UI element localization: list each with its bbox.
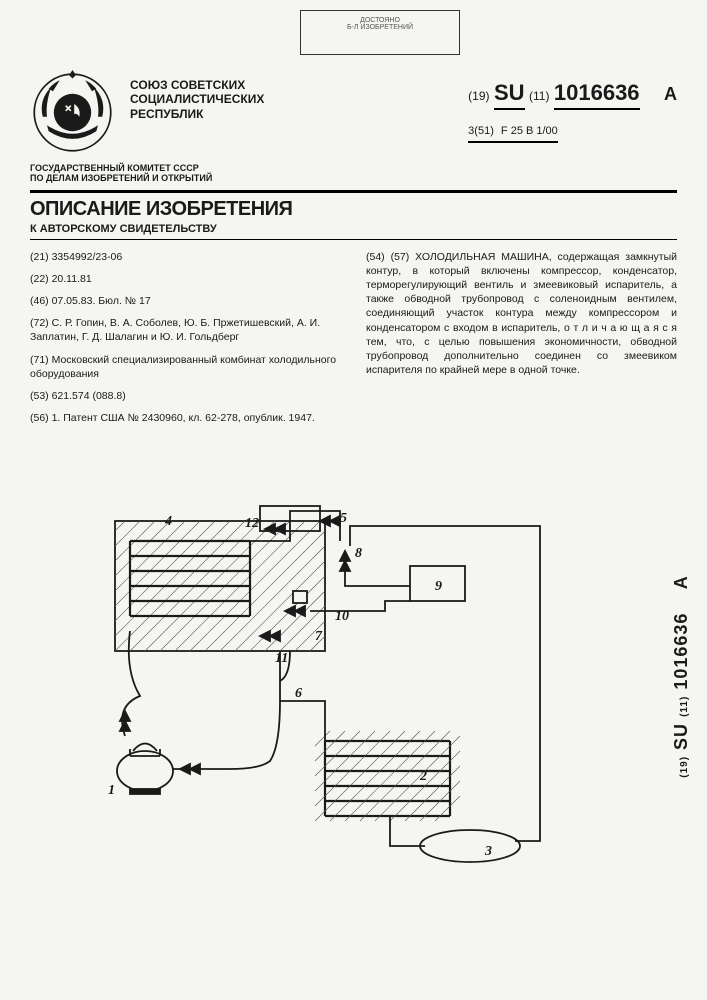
divider xyxy=(30,190,677,193)
pub-suffix: A xyxy=(664,84,677,104)
ipc-classification: 3(51) F 25 B 1/00 xyxy=(468,125,558,143)
pub-country: SU xyxy=(494,80,525,110)
refrigeration-schematic-icon xyxy=(30,451,570,881)
abstract: (54) (57) ХОЛОДИЛЬНАЯ МАШИНА, содержащая… xyxy=(366,250,677,378)
callout-8: 8 xyxy=(355,546,362,562)
field-72: (72) С. Р. Гопин, В. А. Соболев, Ю. Б. П… xyxy=(30,316,341,344)
callout-3: 3 xyxy=(485,844,492,860)
callout-12: 12 xyxy=(245,516,259,532)
stamp-line: Б-Л ИЗОБРЕТЕНИЙ xyxy=(301,24,459,31)
document-header: СОЮЗ СОВЕТСКИХ СОЦИАЛИСТИЧЕСКИХ РЕСПУБЛИ… xyxy=(30,70,677,155)
callout-6: 6 xyxy=(295,686,302,702)
callout-11: 11 xyxy=(275,651,288,667)
callout-10: 10 xyxy=(335,609,349,625)
left-column: (21) 3354992/23-06 (22) 20.11.81 (46) 07… xyxy=(30,250,341,434)
callout-4: 4 xyxy=(165,514,172,530)
side-publication-label: (19) SU (11) 1016636 A xyxy=(672,575,693,778)
callout-2: 2 xyxy=(420,769,427,785)
publication-block: (19) SU (11) 1016636 A 3(51) F 25 B 1/00 xyxy=(468,70,677,143)
union-name: СОЮЗ СОВЕТСКИХ СОЦИАЛИСТИЧЕСКИХ РЕСПУБЛИ… xyxy=(130,70,453,121)
document-subtitle: К АВТОРСКОМУ СВИДЕТЕЛЬСТВУ xyxy=(30,223,677,235)
right-column: (54) (57) ХОЛОДИЛЬНАЯ МАШИНА, содержащая… xyxy=(366,250,677,434)
bibliographic-columns: (21) 3354992/23-06 (22) 20.11.81 (46) 07… xyxy=(30,250,677,434)
field-56: (56) 1. Патент США № 2430960, кл. 62-278… xyxy=(30,411,341,425)
state-emblem-icon xyxy=(30,70,115,155)
callout-1: 1 xyxy=(108,783,115,799)
field-71: (71) Московский специализированный комби… xyxy=(30,353,341,381)
document-title: ОПИСАНИЕ ИЗОБРЕТЕНИЯ xyxy=(30,198,677,221)
header-stamp: ДОСТОЯНО Б-Л ИЗОБРЕТЕНИЙ xyxy=(300,10,460,55)
pub-kind: (11) xyxy=(529,89,549,103)
stamp-line: ДОСТОЯНО xyxy=(301,17,459,24)
committee-name: ГОСУДАРСТВЕННЫЙ КОМИТЕТ СССР ПО ДЕЛАМ ИЗ… xyxy=(30,163,677,184)
field-22: (22) 20.11.81 xyxy=(30,272,341,286)
field-53: (53) 621.574 (088.8) xyxy=(30,389,341,403)
callout-7: 7 xyxy=(315,629,322,645)
callout-5: 5 xyxy=(340,511,347,527)
schematic-diagram: (19) SU (11) 1016636 A 123456789101112 xyxy=(30,451,677,881)
page: ДОСТОЯНО Б-Л ИЗОБРЕТЕНИЙ СОЮЗ СОВЕТСКИХ … xyxy=(0,0,707,1000)
callout-9: 9 xyxy=(435,579,442,595)
divider xyxy=(30,239,677,240)
pub-number-underline: 1016636 xyxy=(554,80,640,110)
field-46: (46) 07.05.83. Бюл. № 17 xyxy=(30,294,341,308)
pub-prefix: (19) xyxy=(468,89,489,103)
field-21: (21) 3354992/23-06 xyxy=(30,250,341,264)
